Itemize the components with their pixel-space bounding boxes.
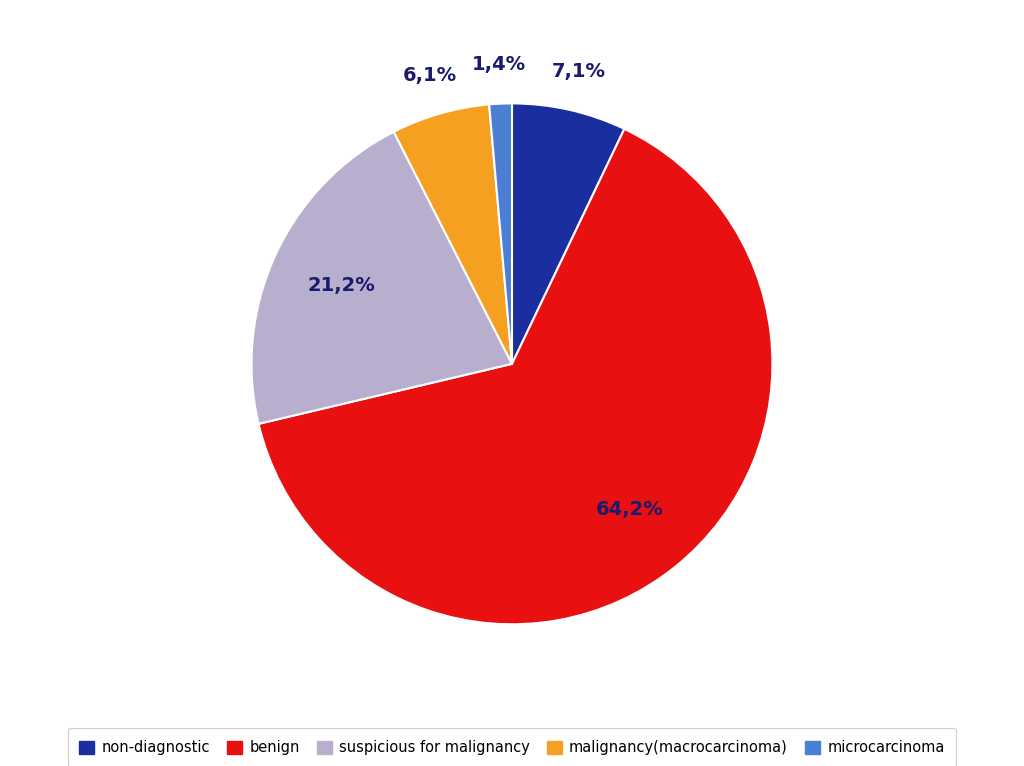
Wedge shape [489,103,512,364]
Wedge shape [394,104,512,364]
Legend: non-diagnostic, benign, suspicious for malignancy, malignancy(macrocarcinoma), m: non-diagnostic, benign, suspicious for m… [68,728,956,766]
Text: 21,2%: 21,2% [308,276,376,295]
Wedge shape [512,103,625,364]
Text: 64,2%: 64,2% [596,500,664,519]
Text: 7,1%: 7,1% [551,62,605,81]
Wedge shape [259,129,772,624]
Text: 1,4%: 1,4% [472,55,526,74]
Wedge shape [252,132,512,424]
Text: 6,1%: 6,1% [402,67,457,86]
